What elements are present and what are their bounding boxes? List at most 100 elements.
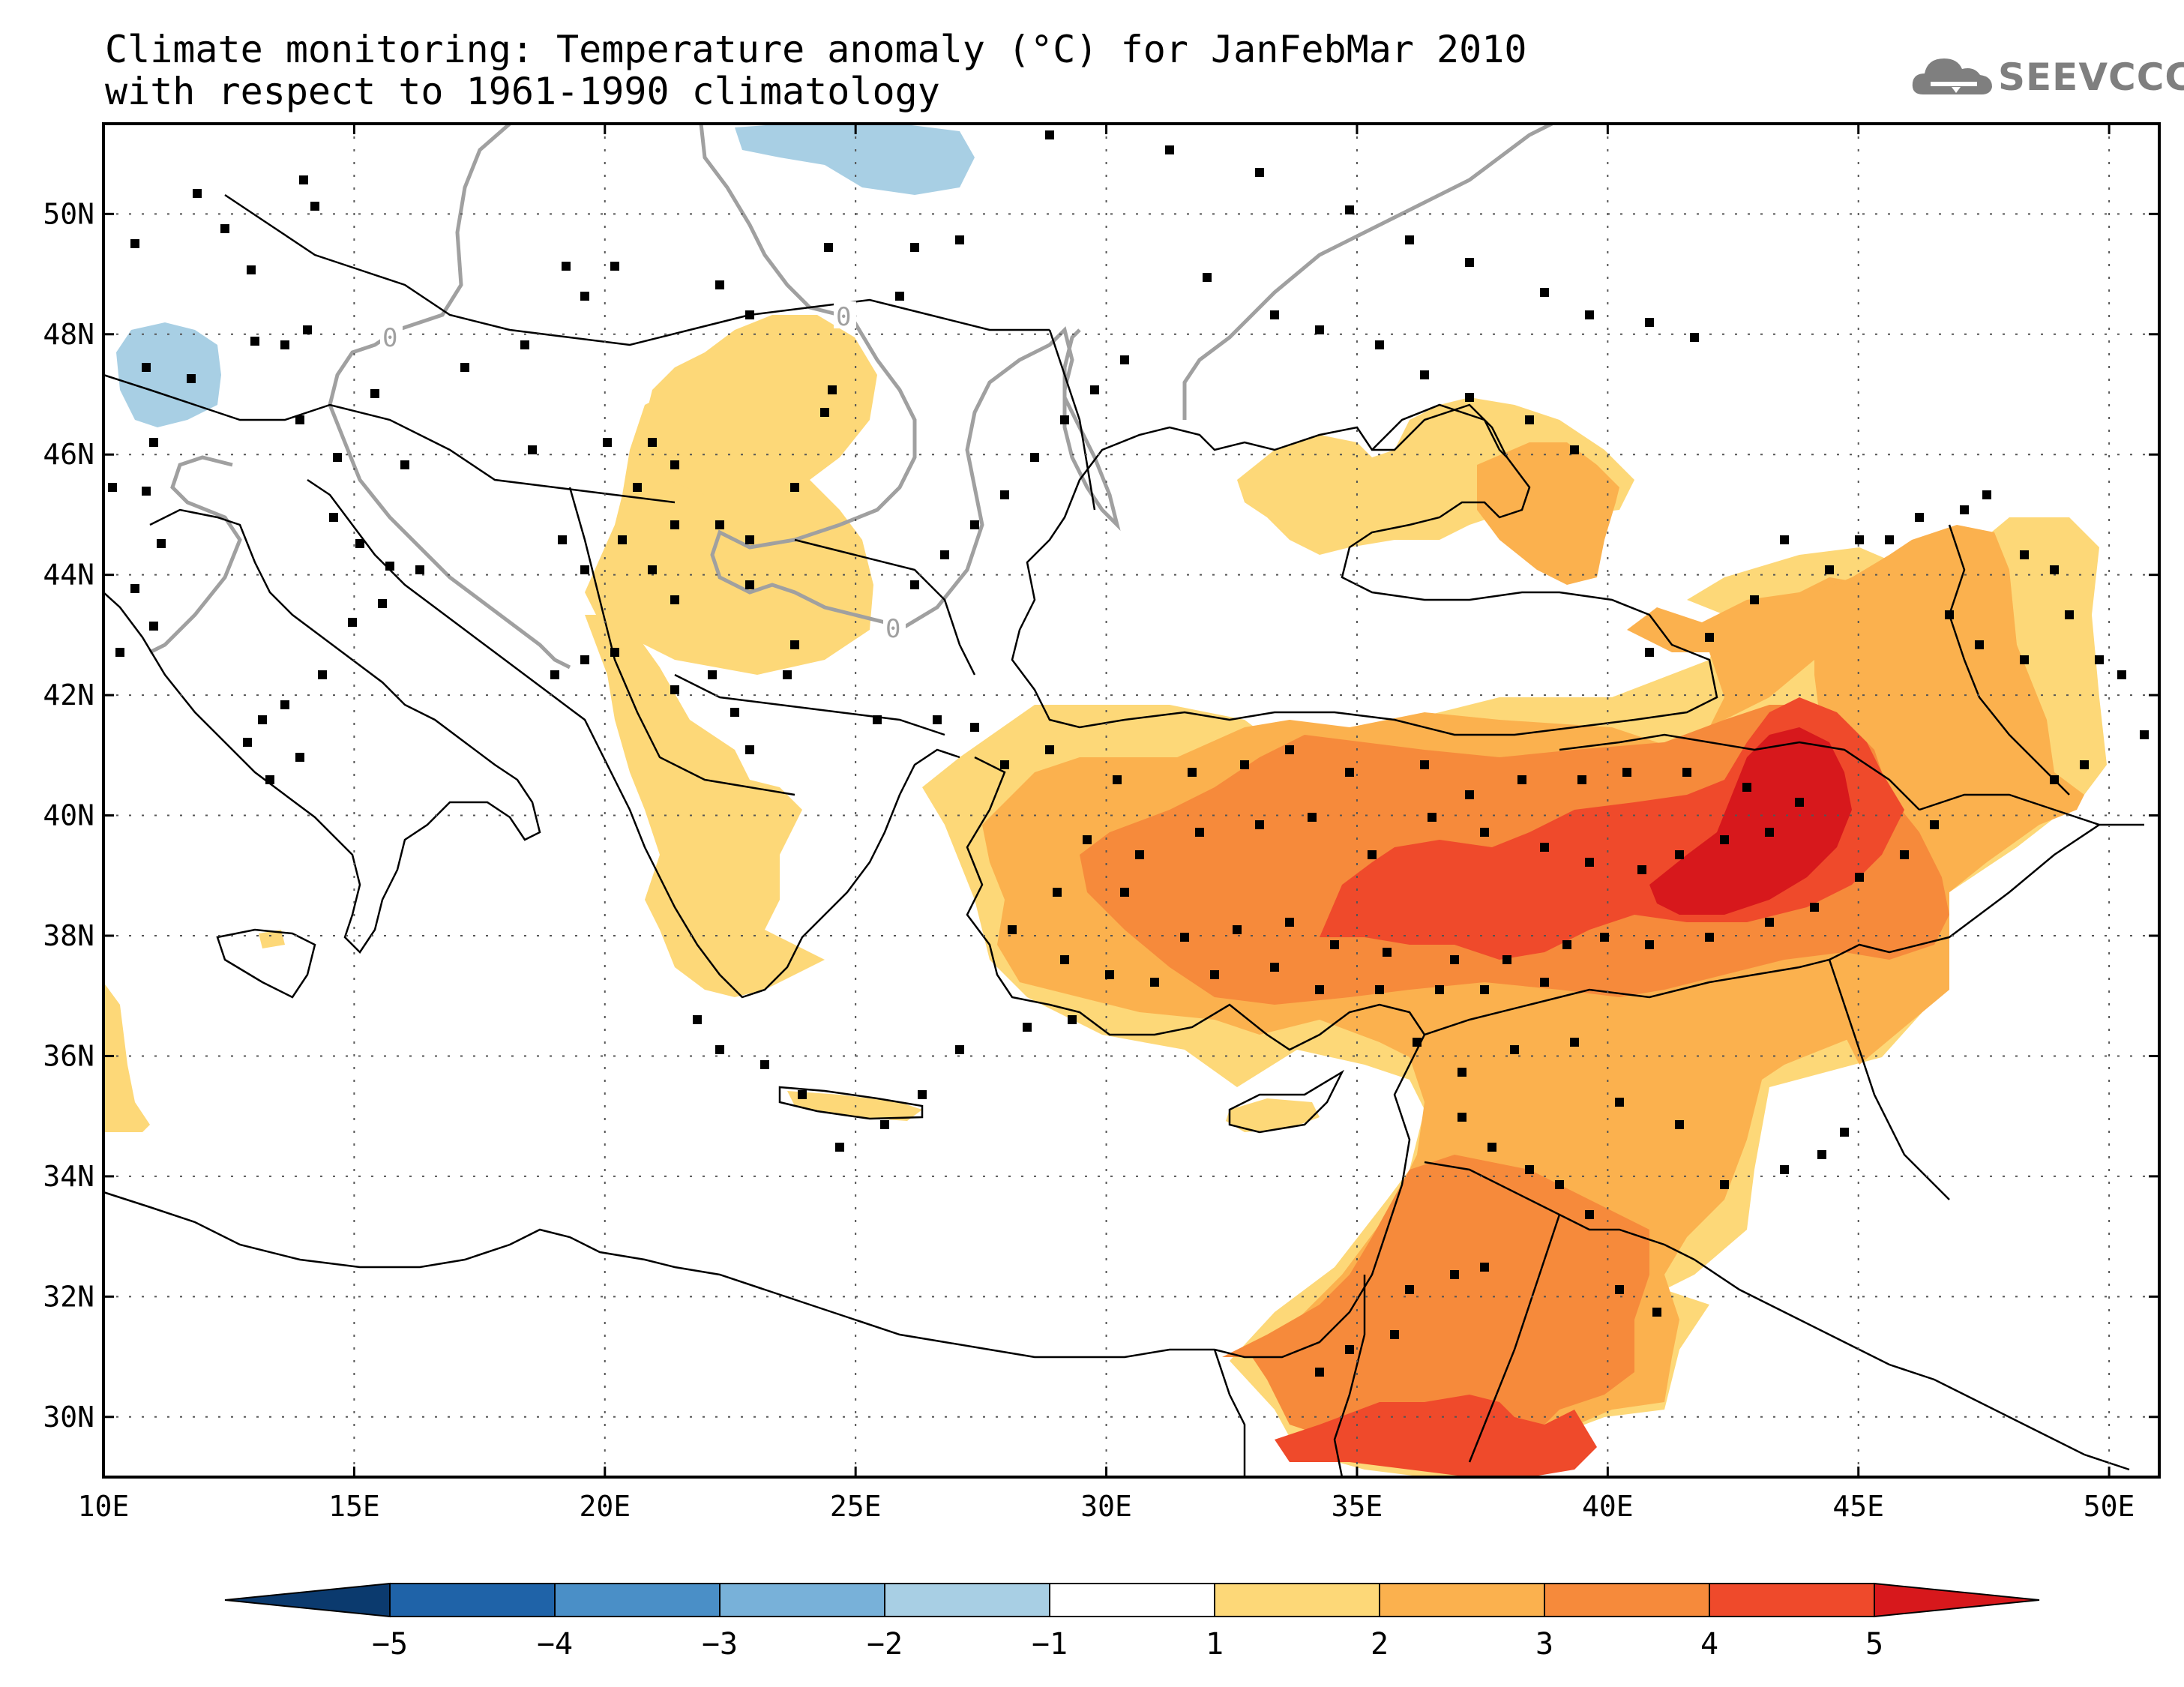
anomaly-region-negative-alps: [116, 322, 221, 427]
station-marker: [1405, 235, 1414, 244]
station-marker: [1270, 963, 1279, 972]
anomaly-region-4to5-south: [1275, 1395, 1597, 1477]
station-marker: [1330, 940, 1339, 949]
station-marker: [149, 438, 158, 447]
station-marker: [247, 265, 256, 274]
station-marker: [1457, 1113, 1466, 1122]
station-marker: [1577, 775, 1586, 784]
station-marker: [115, 648, 124, 657]
station-marker: [142, 363, 151, 372]
station-marker: [1652, 1308, 1661, 1317]
station-marker: [1540, 843, 1549, 852]
station-marker: [1255, 820, 1264, 829]
station-marker: [220, 224, 229, 233]
station-marker: [333, 453, 342, 462]
station-marker: [1255, 168, 1264, 177]
anomaly-region-2to3-crimea: [1477, 442, 1619, 585]
station-marker: [1285, 745, 1294, 754]
zero-contour: [699, 124, 1121, 632]
station-marker: [1083, 835, 1092, 844]
station-marker: [1030, 453, 1039, 462]
zero-contour: [148, 455, 242, 655]
lat-tick-label: 36N: [43, 1039, 94, 1072]
colorbar: −5 −4 −3 −2 −1 1 2 3 4 5: [224, 1582, 2040, 1662]
station-marker: [558, 535, 567, 544]
station-marker: [1585, 310, 1594, 319]
station-marker: [1930, 820, 1939, 829]
anomaly-region-1to2-hungary: [641, 315, 877, 495]
station-marker: [745, 745, 754, 754]
station-marker: [1900, 850, 1909, 859]
country-border: [1694, 1258, 2130, 1471]
station-marker: [1780, 1165, 1789, 1174]
station-marker: [1960, 505, 1969, 514]
station-marker: [1720, 835, 1729, 844]
country-border: [1213, 1349, 1246, 1477]
station-marker: [1315, 325, 1324, 334]
station-marker: [299, 175, 308, 184]
lon-tick-label: 15E: [328, 1490, 380, 1523]
station-marker: [2050, 565, 2059, 574]
station-marker: [610, 262, 619, 271]
station-marker: [295, 753, 304, 762]
map-frame: [102, 122, 2161, 1479]
colorbar-label: 1: [1206, 1627, 1224, 1662]
station-marker: [745, 535, 754, 544]
station-marker: [580, 292, 589, 301]
colorbar-segment: [1709, 1583, 1875, 1617]
azov-coast: [1371, 403, 1508, 458]
station-marker: [1375, 340, 1384, 349]
station-marker: [708, 670, 717, 679]
station-marker: [1465, 258, 1474, 267]
contour-label: 0: [382, 323, 397, 353]
colorbar-label: −2: [867, 1627, 903, 1662]
station-marker: [1540, 978, 1549, 987]
station-marker: [1705, 933, 1714, 942]
country-border: [1424, 823, 2100, 1036]
station-marker: [1045, 745, 1054, 754]
station-marker: [1720, 1180, 1729, 1189]
station-marker: [2140, 730, 2149, 739]
station-marker: [1068, 1015, 1077, 1024]
station-marker: [955, 1045, 964, 1054]
station-marker: [1570, 1038, 1579, 1047]
country-border: [1948, 524, 2070, 796]
station-marker: [1285, 918, 1294, 927]
station-marker: [2117, 670, 2126, 679]
station-marker: [1465, 393, 1474, 402]
station-marker: [1540, 288, 1549, 297]
station-marker: [370, 389, 379, 398]
lat-tick-label: 40N: [43, 799, 94, 832]
station-marker: [1480, 1263, 1489, 1272]
station-marker: [2080, 760, 2089, 769]
station-marker: [108, 483, 117, 492]
cloud-icon: [1912, 58, 1992, 94]
station-marker: [1345, 205, 1354, 214]
station-marker: [415, 565, 424, 574]
station-marker: [1233, 925, 1242, 934]
station-marker: [745, 310, 754, 319]
station-marker: [385, 562, 394, 571]
map-title: Climate monitoring: Temperature anomaly …: [105, 28, 1526, 112]
country-border: [1559, 733, 1920, 811]
station-marker: [1915, 513, 1924, 522]
station-marker: [1817, 1150, 1826, 1159]
station-marker: [970, 520, 979, 529]
station-marker: [1487, 1143, 1496, 1152]
station-marker: [1570, 445, 1579, 454]
lat-tick-label: 50N: [43, 197, 94, 230]
colorbar-segment: [719, 1583, 885, 1617]
station-marker: [820, 408, 829, 417]
station-marker: [1742, 783, 1751, 792]
lon-tick-label: 45E: [1832, 1490, 1884, 1523]
station-marker: [1390, 1330, 1399, 1339]
station-marker: [1810, 903, 1819, 912]
station-marker: [880, 1120, 889, 1129]
lon-tick-label: 20E: [579, 1490, 631, 1523]
station-marker: [1315, 985, 1324, 994]
station-marker: [670, 685, 679, 694]
station-marker: [400, 460, 409, 469]
station-marker: [1480, 985, 1489, 994]
station-marker: [303, 325, 312, 334]
station-marker: [1368, 850, 1377, 859]
